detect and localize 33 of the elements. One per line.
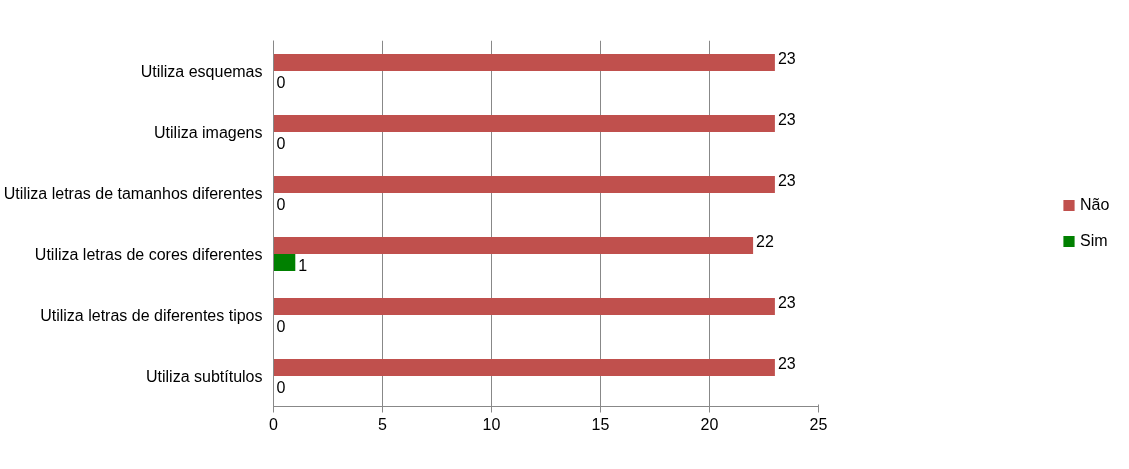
- bar: [273, 53, 775, 71]
- x-tick-label: 15: [591, 415, 610, 433]
- data-label: 1: [298, 256, 308, 274]
- x-tick-label: 25: [809, 415, 828, 433]
- x-tick-label: 20: [700, 415, 719, 433]
- y-tick-label: Utiliza letras de cores diferentes: [34, 245, 263, 263]
- y-tick-label: Utiliza letras de diferentes tipos: [40, 306, 263, 324]
- x-tick-label: 0: [269, 415, 279, 433]
- y-tick-label: Utiliza letras de tamanhos diferentes: [3, 184, 263, 202]
- data-label: 23: [777, 294, 796, 312]
- y-tick-label: Utiliza subtítulos: [146, 367, 263, 385]
- data-label: 0: [276, 195, 286, 213]
- legend-label: Sim: [1080, 232, 1109, 250]
- bar: [273, 297, 775, 315]
- x-tick-label: 10: [482, 415, 501, 433]
- data-label: 22: [756, 233, 774, 251]
- data-label: 0: [276, 73, 286, 91]
- x-tick-label: 5: [378, 415, 388, 433]
- data-label: 23: [777, 355, 796, 373]
- bar: [273, 358, 775, 376]
- data-label: 23: [777, 111, 796, 129]
- data-label: 0: [276, 134, 286, 152]
- data-label: 0: [276, 317, 286, 335]
- bar: [273, 175, 775, 193]
- y-tick-label: Utiliza esquemas: [140, 62, 263, 80]
- legend-label: Não: [1080, 196, 1111, 214]
- bar: [273, 236, 754, 254]
- y-tick-label: Utiliza imagens: [154, 123, 263, 141]
- bar: [273, 114, 775, 132]
- bar: [273, 254, 296, 272]
- data-label: 23: [777, 172, 796, 190]
- data-label: 23: [777, 50, 796, 68]
- data-label: 0: [276, 378, 286, 396]
